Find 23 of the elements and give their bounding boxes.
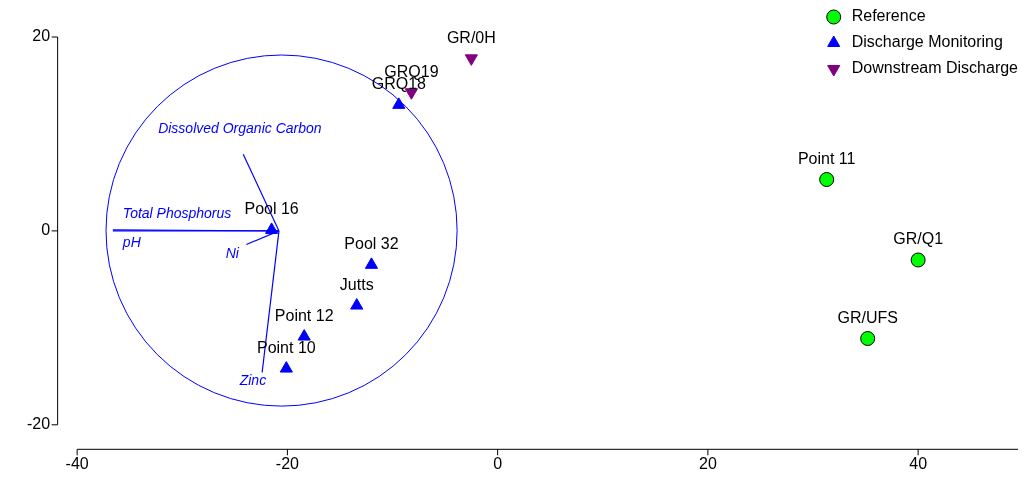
series-label: Total Phosphorus [122, 204, 232, 221]
series-label: Zinc [238, 372, 267, 389]
legend-label: Downstream Discharge [851, 59, 1019, 77]
x-tick-label: 20 [698, 454, 717, 472]
x-tick-label: -20 [275, 454, 300, 472]
annotation: Point 12 [274, 306, 334, 324]
y-tick-label: 20 [32, 27, 51, 45]
annotation: GR/0H [446, 28, 496, 46]
annotation: Jutts [339, 275, 374, 293]
x-tick-label: 40 [909, 454, 928, 472]
annotation: Pool 32 [344, 235, 399, 253]
legend-label: Discharge Monitoring [851, 33, 1003, 51]
x-tick-label: -40 [65, 454, 89, 472]
series-label: Dissolved Organic Carbon [158, 120, 322, 137]
series-label: Ni [225, 245, 240, 262]
y-tick-label: -20 [27, 415, 51, 433]
legend-label: Reference [851, 7, 926, 25]
x-tick-label: 0 [493, 454, 503, 472]
series-label: pH [121, 233, 142, 250]
y-tick-label: 0 [41, 221, 51, 239]
annotation: GR/Q1 [893, 230, 944, 248]
annotation: Point 11 [797, 149, 856, 167]
annotation: GR/UFS [837, 308, 898, 326]
